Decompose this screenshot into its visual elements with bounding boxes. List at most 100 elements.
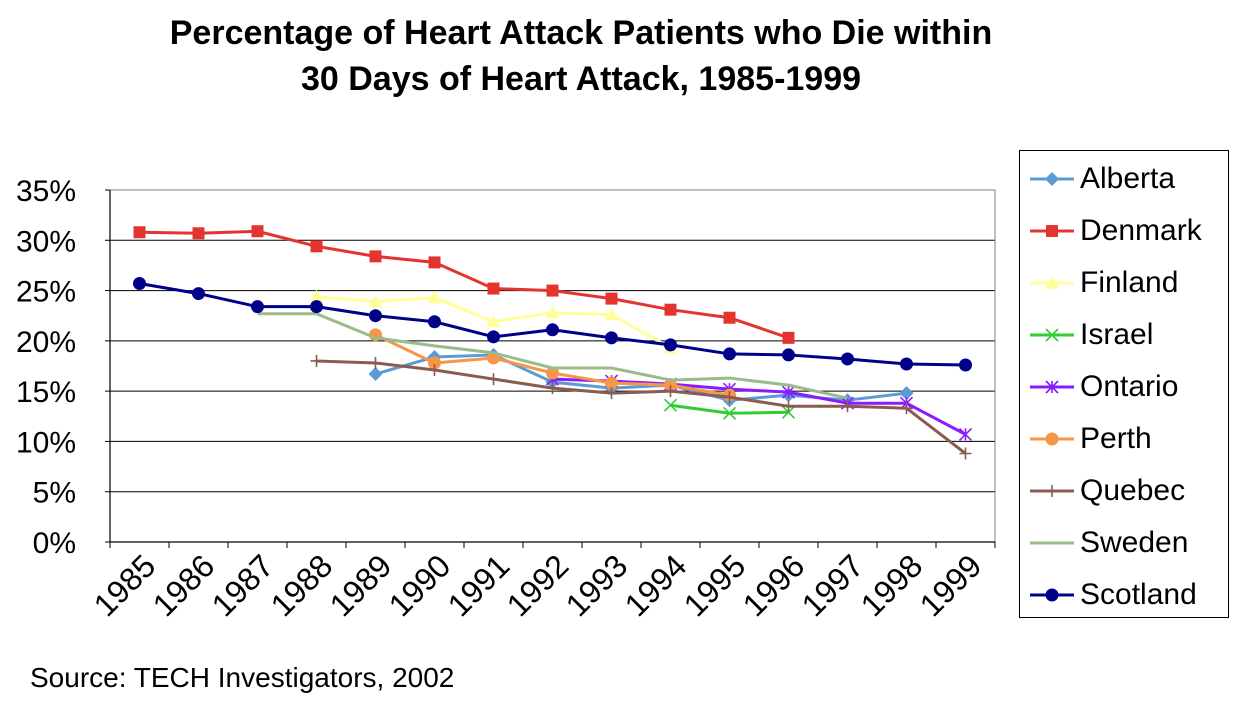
legend-item-scotland: Scotland (1028, 575, 1197, 615)
legend-item-finland: Finland (1028, 263, 1178, 303)
series-scotland (133, 277, 972, 372)
legend-swatch-quebec (1030, 485, 1074, 497)
data-point-quebec (723, 391, 736, 404)
data-point-scotland (428, 315, 441, 329)
x-tick-label: 1992 (500, 547, 576, 623)
x-tick-label: 1998 (854, 547, 930, 623)
data-point-scotland (605, 331, 618, 345)
data-point-scotland (900, 357, 913, 371)
data-point-quebec (310, 354, 323, 367)
legend-item-alberta: Alberta (1028, 159, 1175, 199)
legend-label: Israel (1080, 318, 1154, 351)
data-point-quebec (782, 400, 795, 413)
data-point-quebec (487, 373, 500, 386)
data-point-quebec (664, 385, 677, 398)
x-tick-label: 1996 (736, 547, 812, 623)
data-point-denmark (369, 250, 382, 263)
legend-label: Quebec (1080, 474, 1186, 507)
y-tick-label: 25% (16, 276, 76, 309)
chart-title-line-2: 30 Days of Heart Attack, 1985-1999 (300, 60, 862, 98)
data-point-perth (546, 366, 559, 380)
data-point-alberta (899, 386, 914, 401)
legend-label: Sweden (1080, 526, 1189, 559)
data-point-ontario (958, 427, 973, 441)
x-tick-label: 1988 (264, 547, 340, 623)
legend-swatch-scotland (1030, 588, 1074, 602)
chart-title: Percentage of Heart Attack Patients who … (0, 10, 1162, 102)
data-point-perth (664, 378, 677, 392)
data-point-scotland (664, 338, 677, 352)
x-tick-label: 1986 (146, 547, 222, 623)
data-point-finland (545, 305, 560, 319)
legend-swatch-ontario (1030, 380, 1074, 394)
data-point-perth (605, 376, 618, 390)
legend-item-denmark: Denmark (1028, 211, 1202, 251)
series-line-quebec (316, 359, 967, 455)
data-point-alberta (368, 367, 383, 382)
series-israel (663, 398, 796, 420)
plot-area (109, 189, 996, 543)
x-tick-label: 1995 (677, 547, 753, 623)
x-tick-label: 1999 (913, 547, 989, 623)
data-point-denmark (546, 284, 559, 297)
data-point-denmark (428, 256, 441, 269)
series-denmark (133, 225, 795, 344)
data-point-finland (368, 294, 383, 308)
data-point-denmark (664, 303, 677, 316)
data-point-quebec (605, 387, 618, 400)
data-point-denmark (605, 292, 618, 305)
data-point-denmark (782, 331, 795, 344)
data-point-ontario (781, 385, 796, 399)
data-point-scotland (133, 277, 146, 291)
chart-title-line-1: Percentage of Heart Attack Patients who … (169, 14, 993, 52)
y-tick-label: 30% (16, 225, 76, 258)
data-point-scotland (959, 358, 972, 372)
series-line-sweden (257, 312, 848, 400)
data-point-scotland (723, 347, 736, 361)
data-point-finland (604, 307, 619, 321)
data-point-finland (309, 289, 324, 303)
data-point-quebec (369, 356, 382, 369)
legend-label: Denmark (1080, 214, 1202, 247)
data-point-denmark (251, 225, 264, 238)
x-tick-label: 1989 (323, 547, 399, 623)
x-tick-label: 1985 (87, 547, 163, 623)
data-point-scotland (841, 352, 854, 366)
data-point-finland (486, 314, 501, 328)
legend-swatch-denmark (1030, 225, 1074, 237)
legend-swatch-finland (1030, 276, 1074, 289)
legend-item-sweden: Sweden (1028, 523, 1188, 563)
data-point-denmark (487, 282, 500, 295)
series-sweden (257, 312, 848, 400)
data-point-perth (428, 356, 441, 370)
data-point-quebec (959, 447, 972, 460)
data-point-scotland (782, 348, 795, 362)
legend-label: Alberta (1080, 162, 1176, 195)
series-line-denmark (139, 229, 789, 340)
data-point-denmark (133, 226, 146, 239)
series-quebec (310, 354, 972, 460)
data-point-israel (781, 405, 796, 419)
data-point-scotland (369, 309, 382, 323)
data-point-denmark (723, 311, 736, 324)
legend-label: Perth (1080, 422, 1152, 455)
data-point-denmark (192, 227, 205, 240)
y-tick-label: 20% (16, 326, 76, 359)
legend-label: Ontario (1080, 370, 1179, 403)
x-tick-label: 1987 (205, 547, 281, 623)
x-tick-label: 1993 (559, 547, 635, 623)
y-tick-label: 15% (16, 376, 76, 409)
x-tick-label: 1997 (795, 547, 871, 623)
data-point-denmark (310, 240, 323, 253)
x-tick-label: 1991 (441, 547, 517, 623)
data-point-quebec (900, 402, 913, 415)
data-point-finland (427, 290, 442, 304)
data-point-quebec (841, 400, 854, 413)
data-point-quebec (428, 364, 441, 377)
legend-item-quebec: Quebec (1028, 471, 1185, 511)
chart-legend: Alberta Denmark Finland Israel Ontario Perth Q… (1019, 150, 1229, 618)
series-line-ontario (552, 377, 967, 436)
legend-label: Finland (1080, 266, 1179, 299)
data-point-israel (722, 406, 737, 420)
